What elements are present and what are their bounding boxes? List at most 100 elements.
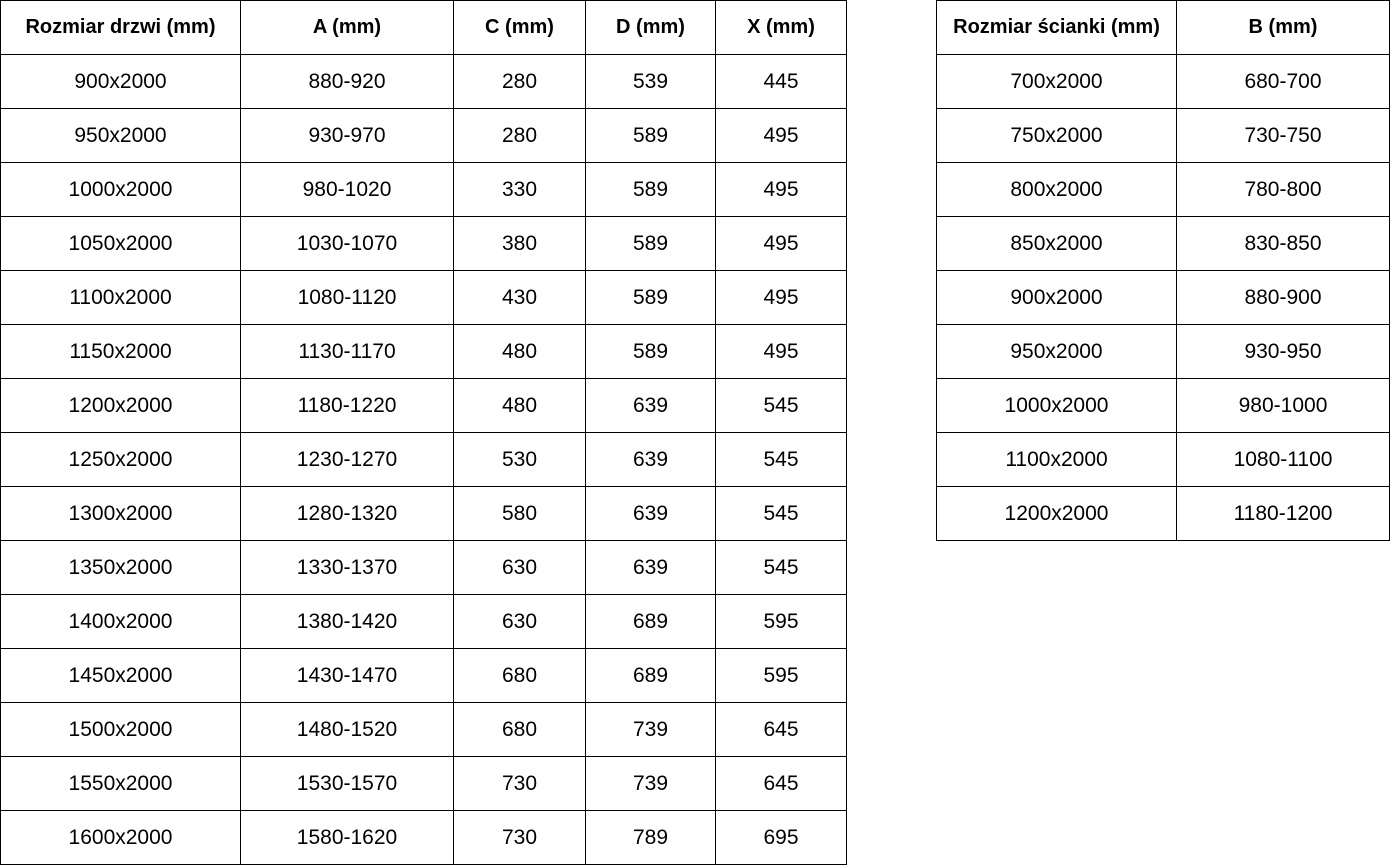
table-cell: 545 (715, 540, 847, 595)
table-cell: 1350x2000 (0, 540, 241, 595)
table-cell: 530 (453, 432, 586, 487)
table-cell: 639 (585, 378, 716, 433)
table-row: 1350x2000 1330-1370 630 639 545 (0, 540, 847, 595)
table-cell: 739 (585, 702, 716, 757)
table-row: 1000x2000 980-1020 330 589 495 (0, 162, 847, 217)
table-row: 1450x2000 1430-1470 680 689 595 (0, 648, 847, 703)
table-cell: 1500x2000 (0, 702, 241, 757)
table-cell: 589 (585, 324, 716, 379)
table-cell: 1550x2000 (0, 756, 241, 811)
table-row: 1100x2000 1080-1120 430 589 495 (0, 270, 847, 325)
table-cell: 545 (715, 378, 847, 433)
table-cell: 639 (585, 432, 716, 487)
table-cell: 780-800 (1176, 162, 1390, 217)
table-cell: 1000x2000 (0, 162, 241, 217)
table-cell: 545 (715, 432, 847, 487)
table-cell: 1280-1320 (240, 486, 454, 541)
table-cell: 495 (715, 270, 847, 325)
table-cell: 1230-1270 (240, 432, 454, 487)
table-row: 950x2000 930-970 280 589 495 (0, 108, 847, 163)
table-row: 1100x2000 1080-1100 (936, 432, 1390, 487)
table-cell: 1030-1070 (240, 216, 454, 271)
table-cell: 480 (453, 378, 586, 433)
table-cell: 1150x2000 (0, 324, 241, 379)
table-cell: 495 (715, 216, 847, 271)
column-header: D (mm) (585, 0, 716, 55)
table-cell: 1600x2000 (0, 810, 241, 865)
table-cell: 689 (585, 648, 716, 703)
table-row: 1600x2000 1580-1620 730 789 695 (0, 810, 847, 865)
column-header: Rozmiar drzwi (mm) (0, 0, 241, 55)
column-header: A (mm) (240, 0, 454, 55)
table-cell: 1000x2000 (936, 378, 1177, 433)
table-cell: 1100x2000 (0, 270, 241, 325)
table-cell: 589 (585, 108, 716, 163)
table-row: 950x2000 930-950 (936, 324, 1390, 379)
table-cell: 280 (453, 54, 586, 109)
table-row: 900x2000 880-920 280 539 445 (0, 54, 847, 109)
table-cell: 1430-1470 (240, 648, 454, 703)
table-cell: 900x2000 (0, 54, 241, 109)
table-cell: 630 (453, 540, 586, 595)
table-cell: 330 (453, 162, 586, 217)
table-row: 1300x2000 1280-1320 580 639 545 (0, 486, 847, 541)
table-cell: 680-700 (1176, 54, 1390, 109)
table-cell: 1180-1200 (1176, 486, 1390, 541)
table-row: 750x2000 730-750 (936, 108, 1390, 163)
table-cell: 1050x2000 (0, 216, 241, 271)
table-row: 1150x2000 1130-1170 480 589 495 (0, 324, 847, 379)
table-cell: 680 (453, 648, 586, 703)
table-cell: 680 (453, 702, 586, 757)
table-cell: 639 (585, 540, 716, 595)
table-cell: 730-750 (1176, 108, 1390, 163)
table-cell: 950x2000 (936, 324, 1177, 379)
table-cell: 1380-1420 (240, 594, 454, 649)
table-row: 900x2000 880-900 (936, 270, 1390, 325)
table-cell: 380 (453, 216, 586, 271)
table-cell: 750x2000 (936, 108, 1177, 163)
table-cell: 589 (585, 216, 716, 271)
table-cell: 880-920 (240, 54, 454, 109)
table-cell: 589 (585, 162, 716, 217)
table-cell: 730 (453, 810, 586, 865)
table-cell: 1300x2000 (0, 486, 241, 541)
table-cell: 539 (585, 54, 716, 109)
table-cell: 900x2000 (936, 270, 1177, 325)
table-cell: 830-850 (1176, 216, 1390, 271)
table-cell: 1200x2000 (0, 378, 241, 433)
table-row: 850x2000 830-850 (936, 216, 1390, 271)
table-cell: 950x2000 (0, 108, 241, 163)
column-header: B (mm) (1176, 0, 1390, 55)
table-cell: 689 (585, 594, 716, 649)
table-cell: 880-900 (1176, 270, 1390, 325)
table-cell: 445 (715, 54, 847, 109)
table-cell: 739 (585, 756, 716, 811)
table-cell: 695 (715, 810, 847, 865)
table-cell: 1180-1220 (240, 378, 454, 433)
table-cell: 700x2000 (936, 54, 1177, 109)
table-cell: 1130-1170 (240, 324, 454, 379)
table-cell: 1480-1520 (240, 702, 454, 757)
table-cell: 1200x2000 (936, 486, 1177, 541)
table-cell: 1580-1620 (240, 810, 454, 865)
table-cell: 495 (715, 324, 847, 379)
table-row: 1200x2000 1180-1220 480 639 545 (0, 378, 847, 433)
column-header: X (mm) (715, 0, 847, 55)
table-cell: 980-1000 (1176, 378, 1390, 433)
table-cell: 589 (585, 270, 716, 325)
table-row: 1550x2000 1530-1570 730 739 645 (0, 756, 847, 811)
table-cell: 1080-1120 (240, 270, 454, 325)
table-cell: 480 (453, 324, 586, 379)
table-cell: 850x2000 (936, 216, 1177, 271)
header-row: Rozmiar ścianki (mm) B (mm) (936, 0, 1390, 55)
table-cell: 1080-1100 (1176, 432, 1390, 487)
table-cell: 595 (715, 648, 847, 703)
table-row: 1250x2000 1230-1270 530 639 545 (0, 432, 847, 487)
table-cell: 1400x2000 (0, 594, 241, 649)
table-cell: 495 (715, 108, 847, 163)
table-row: 1400x2000 1380-1420 630 689 595 (0, 594, 847, 649)
table-cell: 280 (453, 108, 586, 163)
header-row: Rozmiar drzwi (mm) A (mm) C (mm) D (mm) X (m… (0, 0, 847, 55)
door-sizes-table: Rozmiar drzwi (mm) A (mm) C (mm) D (mm) X (m… (0, 0, 847, 865)
table-cell: 980-1020 (240, 162, 454, 217)
